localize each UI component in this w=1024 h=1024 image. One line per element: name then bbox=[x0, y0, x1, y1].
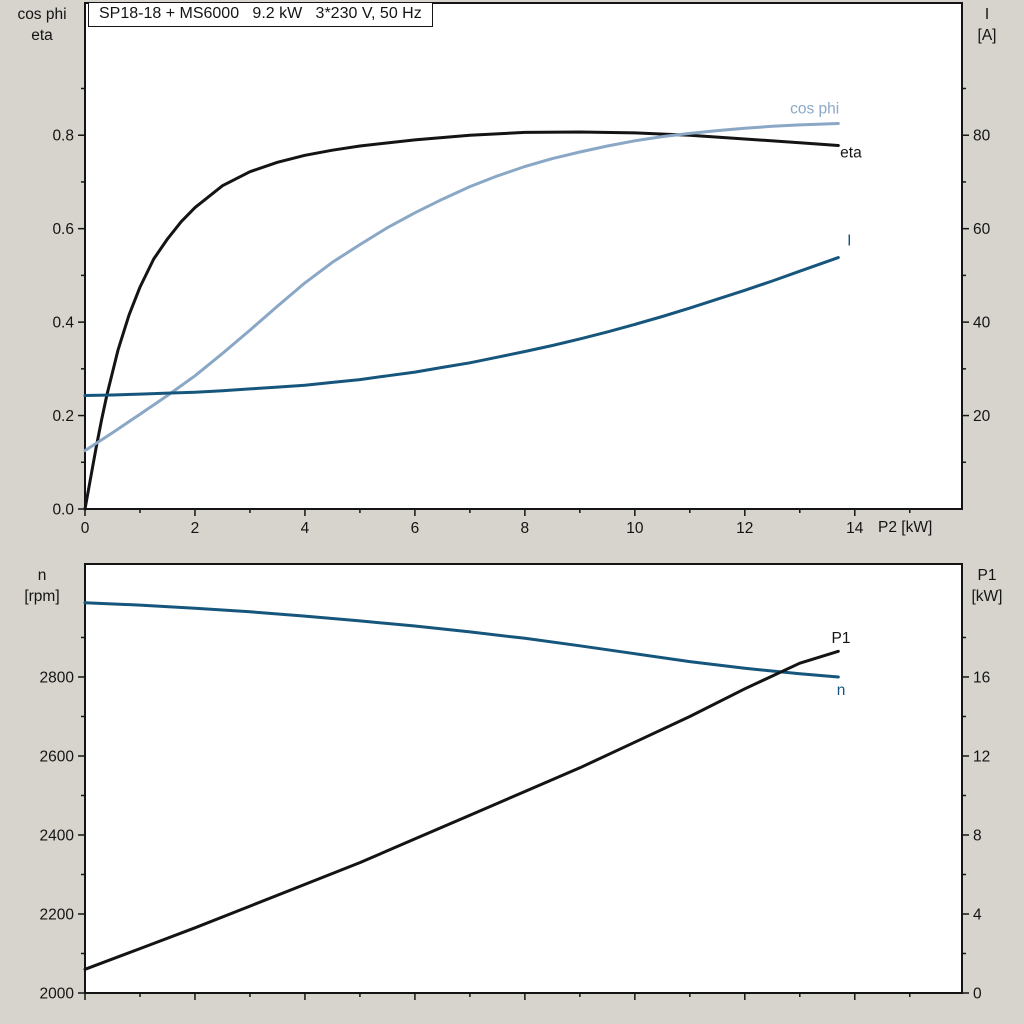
axis-label-eta: eta bbox=[31, 27, 53, 44]
tick-label: 10 bbox=[626, 520, 644, 537]
tick-label: 80 bbox=[973, 128, 991, 145]
curve-label-cos-phi: cos phi bbox=[790, 101, 839, 118]
tick-label: 2200 bbox=[40, 906, 75, 923]
tick-label: 8 bbox=[521, 520, 530, 537]
axis-label-ampere-unit: [A] bbox=[977, 27, 997, 44]
bottom-chart-left-axis-title: n [rpm] bbox=[0, 565, 84, 607]
chart-title-box: SP18-18 + MS6000 9.2 kW 3*230 V, 50 Hz bbox=[88, 2, 433, 27]
chart-1: 0 2 4 6 8 10 12 14 0.0 0.2 0.4 0.6 0.8 20 40 60 80 eta cos… bbox=[52, 2, 991, 537]
plot-area bbox=[85, 3, 962, 509]
tick-label: 2800 bbox=[40, 669, 75, 686]
tick-label: 60 bbox=[973, 221, 991, 238]
tick-label: 40 bbox=[973, 315, 991, 332]
tick-label: 12 bbox=[973, 748, 990, 765]
curve-p1 bbox=[83, 649, 840, 971]
axis-label-kw-unit: [kW] bbox=[971, 588, 1003, 605]
tick-label: 0.2 bbox=[52, 408, 74, 425]
bottom-chart-right-axis-title: P1 [kW] bbox=[956, 565, 1018, 607]
curve-label-current: I bbox=[847, 232, 851, 249]
x-axis-label: P2 [kW] bbox=[878, 519, 933, 536]
tick-label: 0.8 bbox=[52, 128, 74, 145]
tick-label: 0 bbox=[81, 520, 90, 537]
tick-label: 2 bbox=[191, 520, 200, 537]
tick-label: 12 bbox=[736, 520, 753, 537]
curve-label-eta: eta bbox=[840, 145, 862, 162]
curve-label-p1: P1 bbox=[832, 630, 851, 647]
plot-area bbox=[85, 564, 962, 993]
tick-label: 16 bbox=[973, 669, 990, 686]
curve-current bbox=[83, 256, 840, 397]
curve-cos-phi bbox=[83, 122, 840, 453]
plot-frame bbox=[84, 563, 963, 994]
tick-label: 2600 bbox=[40, 748, 75, 765]
curve-eta bbox=[83, 130, 840, 511]
curve-speed bbox=[83, 601, 840, 679]
tick-label: 4 bbox=[301, 520, 310, 537]
plot-frame bbox=[84, 2, 963, 510]
tick-label: 4 bbox=[973, 906, 982, 923]
top-chart-right-axis-title: I [A] bbox=[956, 4, 1018, 46]
tick-label: 0 bbox=[973, 986, 982, 1003]
tick-label: 8 bbox=[973, 827, 982, 844]
tick-label: 0.0 bbox=[52, 502, 74, 519]
tick-label: 14 bbox=[846, 520, 864, 537]
axis-label-rpm-unit: [rpm] bbox=[24, 588, 60, 605]
axis-label-cos-phi: cos phi bbox=[17, 6, 67, 23]
curve-label-speed: n bbox=[837, 682, 846, 699]
axis-label-speed: n bbox=[37, 567, 47, 584]
tick-label: 0.6 bbox=[52, 221, 74, 238]
axis-label-current: I bbox=[984, 6, 990, 23]
tick-label: 6 bbox=[411, 520, 420, 537]
tick-label: 2000 bbox=[40, 986, 75, 1003]
chart-2: 2000 2200 2400 2600 2800 0 4 8 12 16 n P1 bbox=[40, 563, 990, 1003]
axis-label-p1: P1 bbox=[977, 567, 997, 584]
top-chart-left-axis-title: cos phi eta bbox=[0, 4, 84, 46]
tick-label: 2400 bbox=[40, 827, 75, 844]
tick-label: 20 bbox=[973, 408, 991, 425]
tick-label: 0.4 bbox=[52, 315, 74, 332]
